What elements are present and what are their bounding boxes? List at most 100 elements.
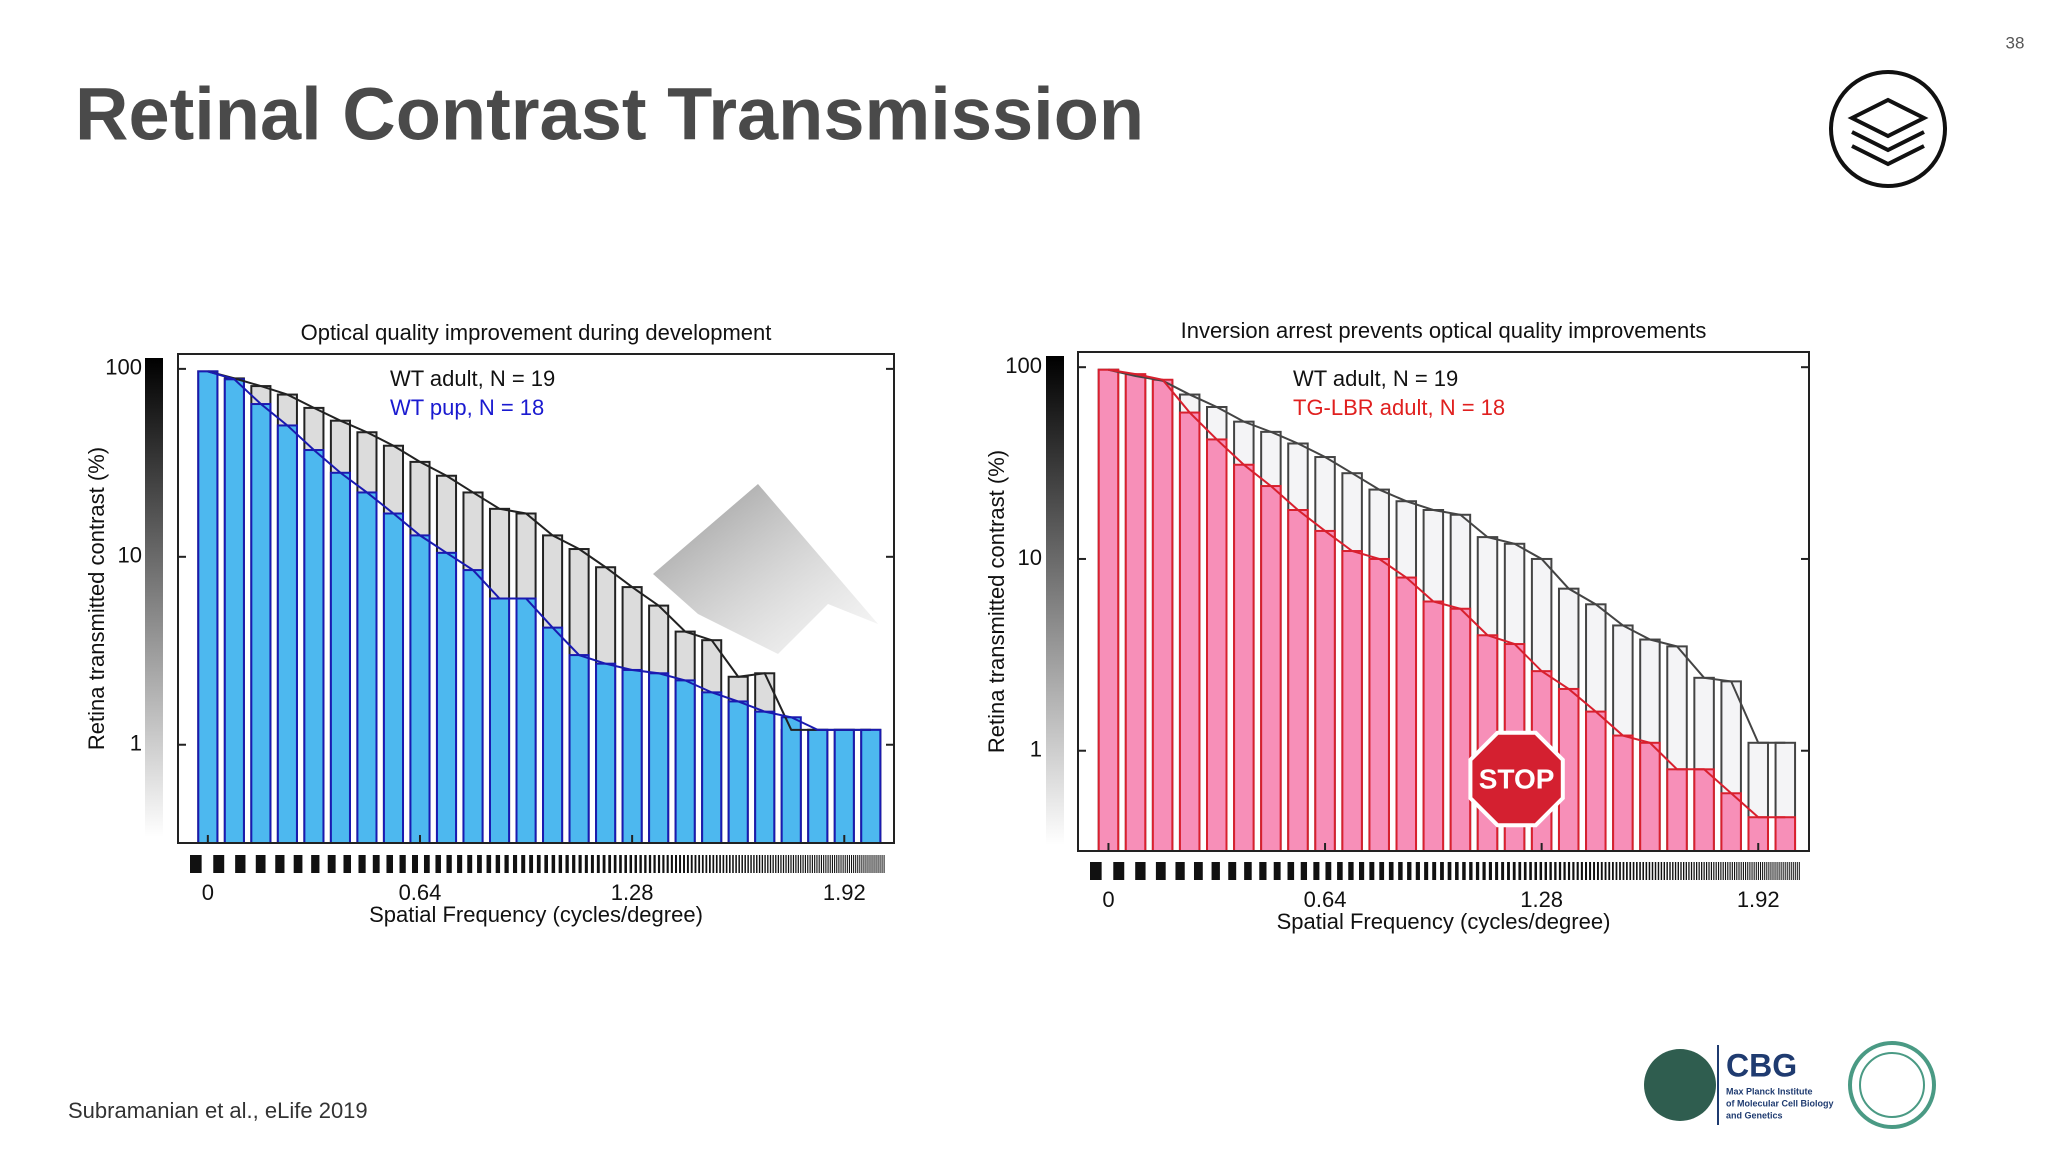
x-axis-label: Spatial Frequency (cycles/degree) [1277,909,1611,934]
grating [1703,862,1705,880]
grating [1518,862,1522,880]
grating [1782,862,1784,880]
grating [744,855,746,873]
y-axis-label: Retina transmitted contrast (%) [984,450,1009,753]
grating [608,855,612,873]
grating [747,855,749,873]
y-tick-label: 100 [105,355,142,380]
logo-icon [1829,70,1947,188]
y-tick-label: 100 [1005,353,1042,378]
grating [1751,862,1753,880]
grating [372,855,380,873]
grating [1379,862,1385,880]
grating [795,855,797,873]
grating [648,855,652,873]
grating [558,855,563,873]
grating [512,855,518,873]
grating [1415,862,1420,880]
grating [814,855,816,873]
grating [457,855,463,873]
grating [712,855,715,873]
grating [358,855,366,873]
bar [409,534,431,844]
grating [1685,862,1687,880]
grating [1589,862,1592,880]
bar [1124,373,1147,852]
grating [1693,862,1695,880]
annotation: STOP [1479,763,1555,794]
grating [1742,862,1744,880]
logo-subtext: of Molecular Cell Biology [1726,1098,1834,1108]
legend-label: WT adult, N = 19 [1293,366,1458,391]
gray-scale-bar [145,358,163,837]
grating [869,855,871,873]
bar [833,728,855,845]
grating [834,855,836,873]
grating [1636,862,1638,880]
grating [1745,862,1747,880]
grating [386,855,393,873]
bar [1368,557,1390,852]
grating [1762,862,1764,880]
grating [1729,862,1731,880]
grating [293,855,303,873]
grating [840,855,842,873]
grating [1645,862,1648,880]
grating [1447,862,1452,880]
grating [423,855,430,873]
grating [1629,862,1632,880]
grating [1753,862,1755,880]
grating [1705,862,1708,880]
grating [435,855,441,873]
grating [861,855,863,873]
grating [1698,862,1700,880]
grating [851,855,853,873]
grating [873,855,875,873]
grating [838,855,840,873]
grating [1398,862,1403,880]
grating [1337,862,1343,880]
grating [855,855,857,873]
grating [1325,862,1332,880]
stop-sign [1468,730,1565,828]
grating [683,855,685,873]
grating [275,855,285,873]
grating [1608,862,1611,880]
grating [761,855,764,873]
grating [662,855,665,873]
bar [1097,368,1120,852]
grating [1175,862,1185,880]
bar [1422,600,1445,852]
grating [1424,862,1429,880]
bar [1585,710,1607,853]
grating [690,855,693,873]
grating [844,855,846,873]
grating [764,855,766,873]
grating [613,855,617,873]
grating [1455,862,1459,880]
bar [1260,485,1282,852]
grating [653,855,656,873]
grating [1113,862,1125,880]
grating [722,855,725,873]
bar [1233,463,1255,852]
grating [529,855,534,873]
chart-title: Inversion arrest prevents optical qualit… [1181,318,1707,343]
grating [327,855,336,873]
bar [780,716,802,845]
grating [1135,862,1146,880]
grating [780,855,782,873]
grating [804,855,807,873]
grating [1790,862,1792,880]
grating [235,855,246,873]
bar [1666,768,1688,852]
bar [1341,550,1363,852]
grating [1407,862,1412,880]
grating [1660,862,1663,880]
legend-label: WT adult, N = 19 [390,366,555,391]
plot-frame [177,353,895,844]
grating [865,855,867,873]
grating [738,855,740,873]
bar [250,403,272,844]
